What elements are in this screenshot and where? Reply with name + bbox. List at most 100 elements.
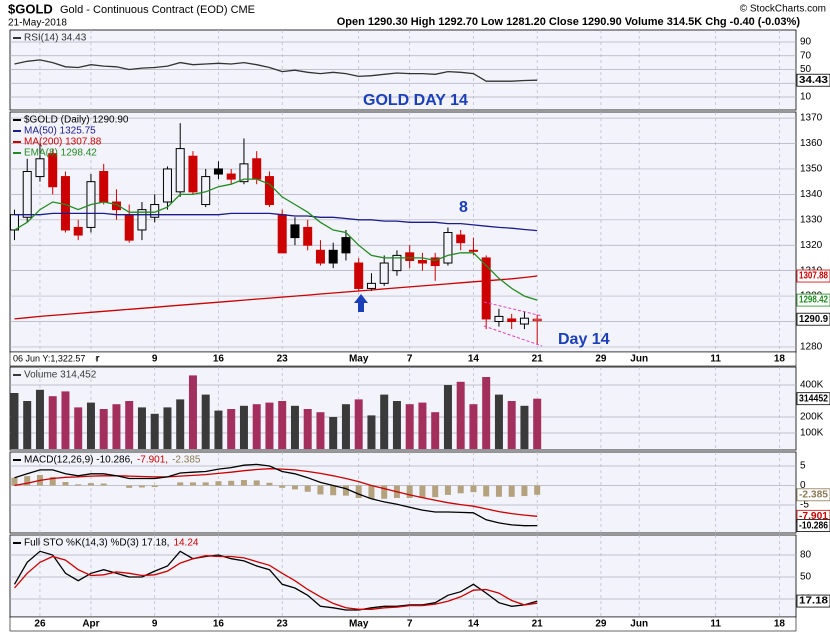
x-tick-label: 16 [213,619,225,630]
candle-body [532,318,542,322]
value-tag-label: -7.901 [799,511,828,522]
x-tick-label: Jun [630,619,648,630]
y-tick-label: 1320 [800,240,823,251]
bar [201,394,210,449]
bar [520,405,529,449]
bar [138,485,145,488]
bar [533,398,542,449]
value-tag [796,293,830,307]
x-tick-label: 16 [213,354,225,365]
candle-body [494,315,504,322]
bar [431,412,440,449]
candle-body [175,148,185,193]
y-tick-label: 1330 [800,214,823,225]
x-tick-label: 14 [468,619,480,630]
bar [483,485,490,497]
x-tick-label: 18 [774,619,786,630]
candle-body [315,249,325,264]
panel [9,534,797,618]
candle-body [417,259,427,264]
bar [317,485,324,495]
legend-label: MA(50) 1325.75 [24,126,96,137]
legend-label: EMA(8) 1298.42 [24,148,97,159]
bar [418,402,427,449]
bar [495,485,502,497]
candle-body [9,214,19,231]
bar [432,485,439,498]
candle-body [264,176,274,206]
x-tick-label: 23 [277,619,289,630]
bar [253,480,260,486]
credit: © StockCharts.com [740,4,826,15]
legend-label: MACD(12,26,9) -10.286, [24,455,133,466]
x-tick-label: 9 [152,619,158,630]
bar [126,485,133,488]
crosshair-label: 06 Jun Y:1,322.57 [13,353,85,363]
annotation: GOLD DAY 14 [363,92,468,109]
bar [470,485,477,493]
y-tick-label: 1340 [800,189,823,200]
bar [381,485,388,499]
bar [266,482,273,486]
bar [112,404,121,449]
bar [48,396,57,449]
value-tag [796,73,830,87]
x-tick-label: Jun [630,354,648,365]
x-tick-label: 21 [532,354,544,365]
candle-body [60,176,70,231]
line [14,212,538,232]
line [13,550,538,611]
value-tag-label: 314452 [799,393,828,404]
candle-body [366,282,376,289]
candle-body [252,158,262,180]
legend-label: Volume 314,452 [24,370,97,381]
line [14,555,538,610]
bar [215,481,222,486]
trend-line [483,325,543,347]
y-tick-label: 1370 [800,113,823,124]
x-tick-label: 21 [532,619,544,630]
candle-body [328,249,338,264]
legend-label: -2.385 [172,455,201,466]
bar [10,393,19,449]
value-tag-label: 17.18 [799,596,829,607]
bar [163,407,172,449]
bar [228,480,235,486]
bar [137,407,146,449]
bar [75,484,82,486]
x-tick-label: May [349,619,369,630]
x-tick-label: 23 [277,354,289,365]
y-tick-label: 10 [800,92,812,103]
bar [176,399,185,449]
value-tag [796,594,830,608]
x-tick-label: 14 [468,354,480,365]
candle-body [405,252,415,261]
bar [303,409,312,449]
bar [188,375,197,449]
candle-body [22,170,32,218]
candle-body [48,153,58,188]
bar [405,404,414,449]
y-tick-label: 0 [800,480,806,491]
bar [316,412,325,449]
arrow [354,294,368,312]
candle-body [481,257,491,320]
bar [279,485,286,488]
candle-body [443,232,453,264]
bar [99,409,108,449]
bar [354,399,363,449]
y-tick-label: 1350 [800,164,823,175]
candle-body [35,158,45,178]
candle-body [392,254,402,272]
symbol: $GOLD [8,1,53,16]
legend-label: -7.901, [137,455,168,466]
bar [151,485,158,488]
candle-body [137,209,147,231]
y-tick-label: 80 [800,550,812,561]
bar [291,485,298,490]
bar [368,485,375,499]
value-tag [796,392,830,406]
line [14,463,538,527]
plot-layer: 9070503010RSI(14) 34.4334.43137013601350… [9,29,830,632]
